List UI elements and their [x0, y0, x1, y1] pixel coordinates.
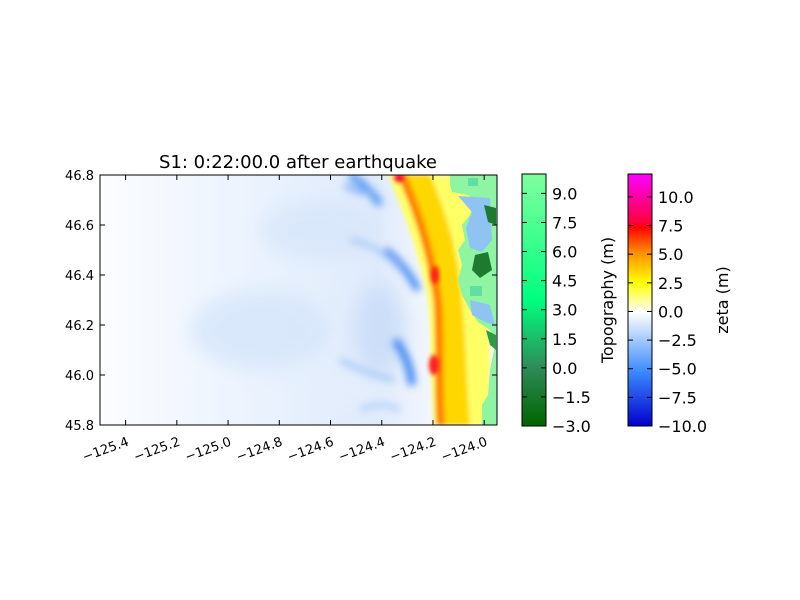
topography-colorbar-ticks: 9.0 7.5 6.0 4.5 3.0 1.5 0.0 −1.5 −3.0: [522, 184, 591, 436]
x-tick-label: −124.2: [388, 435, 438, 466]
x-tick-label: −124.0: [439, 435, 489, 466]
zeta-colorbar-frame: [627, 173, 653, 427]
zeta-colorbar: 10.0 7.5 5.0 2.5 0.0 −2.5 −5.0 −7.5 −10.0 zeta (…: [627, 173, 732, 436]
colorbar-tick-label: 7.5: [552, 213, 577, 232]
heatmap-plot: [100, 175, 497, 425]
land-topography: [450, 175, 497, 425]
zeta-colorbar-label: zeta (m): [713, 266, 732, 333]
y-tick-label: 46.4: [65, 269, 94, 284]
y-tick-label: 46.2: [65, 319, 94, 334]
chart-title: S1: 0:22:00.0 after earthquake: [159, 152, 437, 173]
colorbar-tick-label: 7.5: [658, 217, 683, 236]
colorbar-tick-label: −5.0: [658, 360, 697, 379]
colorbar-tick-label: −2.5: [658, 331, 697, 350]
x-tick-label: −124.4: [337, 435, 387, 466]
zeta-colorbar-gradient: [628, 174, 652, 426]
colorbar-tick-label: 9.0: [552, 184, 577, 203]
colorbar-tick-label: −3.0: [552, 417, 591, 436]
colorbar-tick-label: 4.5: [552, 272, 577, 291]
x-tick-label: −125.0: [183, 435, 233, 466]
topography-colorbar-label: Topography (m): [598, 237, 617, 364]
topography-colorbar-gradient: [522, 174, 546, 426]
x-tick-label: −125.4: [81, 435, 131, 466]
y-tick-label: 46.6: [65, 219, 94, 234]
y-tick-label: 45.8: [65, 419, 94, 434]
colorbar-tick-label: 0.0: [658, 302, 683, 321]
colorbar-tick-label: 5.0: [658, 245, 683, 264]
colorbar-tick-label: 6.0: [552, 243, 577, 262]
colorbar-tick-label: −10.0: [658, 417, 707, 436]
trough-features: [338, 175, 422, 413]
colorbar-tick-label: −7.5: [658, 388, 697, 407]
y-axis-ticks: 46.8 46.6 46.4 46.2 46.0 45.8: [65, 169, 497, 434]
colorbar-tick-label: 1.5: [552, 330, 577, 349]
colorbar-tick-label: −1.5: [552, 388, 591, 407]
x-tick-label: −125.2: [132, 435, 182, 466]
topography-colorbar: 9.0 7.5 6.0 4.5 3.0 1.5 0.0 −1.5 −3.0 Topography…: [521, 173, 617, 436]
topography-colorbar-frame: [521, 173, 547, 427]
x-tick-label: −124.6: [286, 435, 336, 466]
colorbar-tick-label: 10.0: [658, 188, 694, 207]
peak-features: [394, 175, 439, 375]
plot-frame: [99, 174, 498, 426]
x-tick-label: −124.8: [234, 435, 284, 466]
y-tick-label: 46.0: [65, 369, 94, 384]
colorbar-tick-label: 2.5: [658, 274, 683, 293]
colorbar-tick-label: 0.0: [552, 359, 577, 378]
y-tick-label: 46.8: [65, 169, 94, 184]
zeta-colorbar-ticks: 10.0 7.5 5.0 2.5 0.0 −2.5 −5.0 −7.5 −10.0: [628, 188, 707, 436]
wave-texture: [190, 200, 405, 410]
colorbar-tick-label: 3.0: [552, 301, 577, 320]
